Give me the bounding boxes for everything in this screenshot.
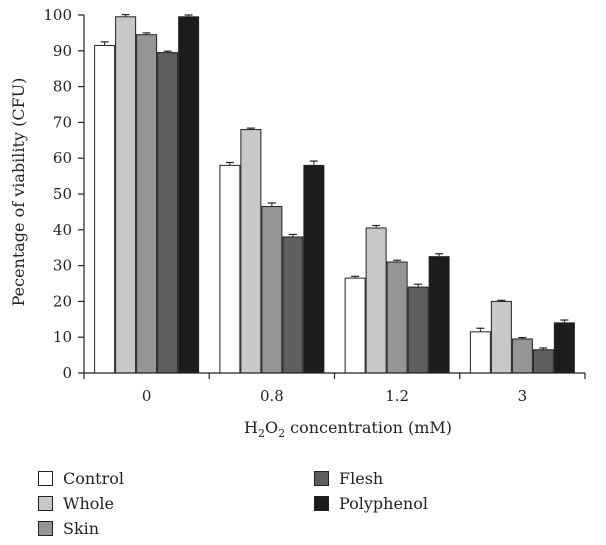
x-tick-label: 0.8 xyxy=(260,387,284,405)
y-tick-label: 20 xyxy=(53,292,72,310)
error-bar xyxy=(476,327,485,332)
error-bar xyxy=(518,336,527,339)
legend-label: Polyphenol xyxy=(339,493,428,513)
bar-whole xyxy=(115,16,137,374)
error-bar xyxy=(267,202,276,207)
error-bar xyxy=(163,50,172,53)
legend-swatch xyxy=(38,495,53,511)
error-bar xyxy=(435,253,444,257)
error-bar xyxy=(414,283,423,288)
legend-item-skin: Skin xyxy=(38,517,99,539)
y-tick-label: 80 xyxy=(53,78,72,96)
legend-swatch xyxy=(314,495,329,511)
error-bar xyxy=(100,41,109,46)
bar-whole xyxy=(365,227,387,374)
legend-swatch xyxy=(38,520,53,536)
legend-swatch xyxy=(38,470,53,486)
bar-skin xyxy=(511,338,533,374)
bar-flesh xyxy=(532,349,554,374)
y-tick-label: 50 xyxy=(53,185,72,203)
legend-label: Flesh xyxy=(339,468,384,488)
error-bar xyxy=(246,127,255,130)
legend-item-flesh: Flesh xyxy=(314,467,383,489)
legend-label: Control xyxy=(63,468,125,488)
bar-whole xyxy=(240,129,262,374)
x-axis-ticks: 0 0.8 1.2 3 xyxy=(83,373,586,405)
y-tick-label: 0 xyxy=(62,364,72,382)
error-bar xyxy=(121,14,130,17)
bar-flesh xyxy=(157,52,179,374)
error-bar xyxy=(393,259,402,263)
bar-control xyxy=(344,277,366,374)
legend-item-polyphenol: Polyphenol xyxy=(314,492,428,514)
error-bar xyxy=(225,161,234,166)
x-axis-title: H2O2 concentration (mM) xyxy=(244,418,452,440)
legend-item-control: Control xyxy=(38,467,124,489)
bar-polyphenol xyxy=(178,16,200,374)
bar-flesh xyxy=(282,236,304,374)
y-axis-ticks: 0 10 20 30 40 50 60 70 80 90 100 xyxy=(43,6,84,382)
x-tick-label: 0 xyxy=(142,387,152,405)
error-bar xyxy=(497,299,506,302)
x-tick-label: 1.2 xyxy=(385,387,409,405)
legend: Control Whole Skin Flesh Polyphenol xyxy=(38,467,578,543)
bar-skin xyxy=(136,34,158,374)
bar-control xyxy=(219,164,241,374)
bar-skin xyxy=(386,261,408,374)
error-bar xyxy=(142,32,151,35)
error-bar xyxy=(372,224,381,229)
bar-control xyxy=(469,331,491,374)
bar-polyphenol xyxy=(428,256,450,374)
error-bar xyxy=(539,347,548,350)
bars xyxy=(94,14,575,374)
y-tick-label: 60 xyxy=(53,149,72,167)
bar-skin xyxy=(261,206,283,374)
bar-flesh xyxy=(407,286,429,374)
x-tick-label: 3 xyxy=(518,387,528,405)
y-tick-label: 90 xyxy=(53,42,72,60)
error-bar xyxy=(351,275,360,279)
y-tick-label: 70 xyxy=(53,113,72,131)
bar-polyphenol xyxy=(303,164,325,374)
bar-whole xyxy=(490,300,512,374)
error-bar xyxy=(184,14,193,17)
bar-polyphenol xyxy=(553,322,575,374)
error-bar xyxy=(288,233,297,237)
y-tick-label: 40 xyxy=(53,221,72,239)
bar-control xyxy=(94,44,116,374)
legend-label: Whole xyxy=(63,493,114,513)
y-tick-label: 100 xyxy=(43,6,72,24)
y-axis-title: Pecentage of viability (CFU) xyxy=(9,78,28,307)
legend-label: Skin xyxy=(63,518,100,538)
error-bar xyxy=(309,160,318,166)
y-tick-label: 30 xyxy=(53,257,72,275)
legend-item-whole: Whole xyxy=(38,492,114,514)
legend-swatch xyxy=(314,470,329,486)
error-bar xyxy=(560,319,569,323)
y-tick-label: 10 xyxy=(53,328,72,346)
